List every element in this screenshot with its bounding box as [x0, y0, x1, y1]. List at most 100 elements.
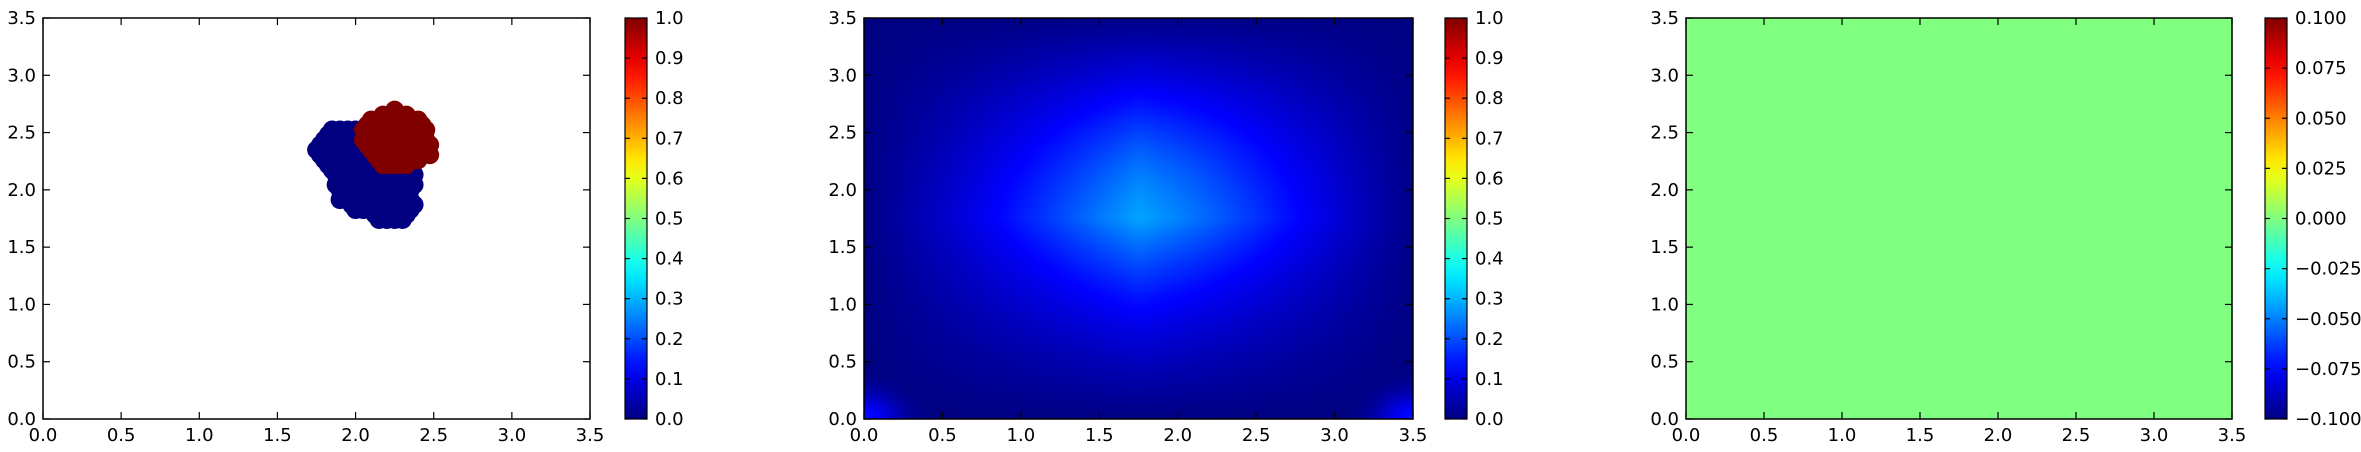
y-tick-label: 3.5 — [1650, 8, 1679, 29]
x-axis-ticks: 0.0 0.5 1.0 1.5 2.0 2.5 3.0 3.5 — [850, 18, 1428, 446]
colorbar-tick-label: 0.5 — [1475, 209, 1504, 230]
y-tick-label: 2.5 — [1650, 123, 1679, 144]
x-tick-label: 2.5 — [1242, 425, 1271, 446]
y-tick-label: 2.0 — [1650, 180, 1679, 201]
colorbar-tick-label: 0.9 — [655, 48, 684, 69]
x-tick-label: 1.5 — [1085, 425, 1114, 446]
y-tick-label: 0.5 — [1650, 352, 1679, 373]
x-tick-label: 3.5 — [1399, 425, 1428, 446]
x-tick-label: 3.0 — [2140, 425, 2169, 446]
x-tick-label: 0.5 — [928, 425, 957, 446]
x-tick-label: 3.0 — [498, 425, 527, 446]
y-tick-label: 3.0 — [1650, 65, 1679, 86]
colorbar-ticks: 0.0 0.1 0.2 0.3 0.4 0.5 0.6 0.7 0.8 0.9 1.0 — [1445, 8, 1504, 430]
y-tick-label: 1.5 — [7, 237, 36, 258]
y-tick-label: 3.0 — [828, 65, 857, 86]
colorbar-tick-label: 0.8 — [655, 88, 684, 109]
x-axis-ticks: 0.0 0.5 1.0 1.5 2.0 2.5 3.0 3.5 — [29, 18, 605, 446]
x-tick-label: 1.0 — [185, 425, 214, 446]
x-tick-label: 3.5 — [576, 425, 605, 446]
colorbar-ticks: 0.0 0.1 0.2 0.3 0.4 0.5 0.6 0.7 0.8 0.9 1.0 — [625, 8, 684, 430]
y-tick-label: 2.5 — [828, 123, 857, 144]
y-tick-label: 3.0 — [7, 65, 36, 86]
y-tick-label: 0.0 — [828, 409, 857, 430]
y-tick-label: 1.0 — [7, 294, 36, 315]
colorbar-tick-label: 0.7 — [1475, 128, 1504, 149]
y-tick-label: 1.0 — [1650, 294, 1679, 315]
x-tick-label: 3.5 — [2218, 425, 2247, 446]
y-tick-label: 0.0 — [7, 409, 36, 430]
y-tick-label: 1.5 — [828, 237, 857, 258]
x-tick-label: 1.5 — [263, 425, 292, 446]
field-fill — [1686, 18, 2232, 419]
colorbar-tick-label: −0.100 — [2295, 409, 2361, 430]
x-tick-label: 0.5 — [1750, 425, 1779, 446]
colorbar-tick-label: 0.000 — [2295, 209, 2347, 230]
colorbar-tick-label: 0.050 — [2295, 108, 2347, 129]
y-tick-label: 1.5 — [1650, 237, 1679, 258]
y-tick-label: 2.0 — [828, 180, 857, 201]
plot-area — [43, 18, 590, 419]
x-tick-label: 1.5 — [1906, 425, 1935, 446]
colorbar-tick-label: 0.4 — [1475, 249, 1504, 270]
colorbar-tick-label: 0.0 — [1475, 409, 1504, 430]
colorbar-tick-label: 0.4 — [655, 249, 684, 270]
colorbar-tick-label: 0.5 — [655, 209, 684, 230]
y-tick-label: 3.5 — [828, 8, 857, 29]
scatter-point — [385, 100, 405, 120]
colorbar-tick-label: 0.0 — [655, 409, 684, 430]
colorbar-tick-label: 0.6 — [655, 168, 684, 189]
x-tick-label: 3.0 — [1320, 425, 1349, 446]
x-tick-label: 2.0 — [1163, 425, 1192, 446]
scatter-points — [307, 100, 440, 230]
colorbar-tick-label: 1.0 — [655, 8, 684, 29]
x-tick-label: 2.5 — [419, 425, 448, 446]
colorbar-tick-label: 0.7 — [655, 128, 684, 149]
colorbar-tick-label: 0.9 — [1475, 48, 1504, 69]
y-tick-label: 3.5 — [7, 8, 36, 29]
x-tick-label: 0.0 — [1672, 425, 1701, 446]
x-tick-label: 0.5 — [107, 425, 136, 446]
y-axis-ticks: 0.0 0.5 1.0 1.5 2.0 2.5 3.0 3.5 — [828, 8, 1413, 430]
colorbar-tick-label: 0.025 — [2295, 158, 2347, 179]
x-axis-ticks: 0.0 0.5 1.0 1.5 2.0 2.5 3.0 3.5 — [1672, 18, 2247, 446]
heatmap-panel: 0.0 0.5 1.0 1.5 2.0 2.5 3.0 3.5 0.0 0.5 1.0 1.5 2.0… — [828, 8, 1503, 446]
y-tick-label: 0.0 — [1650, 409, 1679, 430]
y-axis-ticks: 0.0 0.5 1.0 1.5 2.0 2.5 3.0 3.5 — [1650, 8, 2232, 430]
scatter-point — [400, 190, 420, 210]
colorbar-tick-label: −0.025 — [2295, 259, 2361, 280]
y-axis-ticks: 0.0 0.5 1.0 1.5 2.0 2.5 3.0 3.5 — [7, 8, 590, 430]
colorbar-tick-label: 0.1 — [1475, 369, 1504, 390]
x-tick-label: 1.0 — [1828, 425, 1857, 446]
y-tick-label: 1.0 — [828, 294, 857, 315]
colorbar-ticks: −0.100 −0.075 −0.050 −0.025 0.000 0.025 0.050 0… — [2265, 8, 2361, 430]
colorbar-tick-label: 1.0 — [1475, 8, 1504, 29]
colorbar-tick-label: 0.100 — [2295, 8, 2347, 29]
plot-frame — [42, 17, 591, 420]
x-tick-label: 0.0 — [850, 425, 879, 446]
colorbar-tick-label: 0.3 — [1475, 289, 1504, 310]
colorbar-tick-label: 0.3 — [655, 289, 684, 310]
heatmap-image — [864, 18, 1413, 419]
y-tick-label: 2.0 — [7, 180, 36, 201]
x-tick-label: 2.0 — [341, 425, 370, 446]
scatter-panel: 0.0 0.5 1.0 1.5 2.0 2.5 3.0 3.5 0.0 0.5 1.0 1.5 2.0… — [7, 8, 683, 446]
uniform-field-panel: 0.0 0.5 1.0 1.5 2.0 2.5 3.0 3.5 0.0 0.5 1.0 1.5 2.0… — [1650, 8, 2361, 446]
colorbar-tick-label: 0.6 — [1475, 168, 1504, 189]
colorbar-tick-label: 0.075 — [2295, 58, 2347, 79]
colorbar-tick-label: 0.1 — [655, 369, 684, 390]
x-tick-label: 2.0 — [1984, 425, 2013, 446]
y-tick-label: 2.5 — [7, 123, 36, 144]
colorbar-tick-label: −0.075 — [2295, 359, 2361, 380]
x-tick-label: 1.0 — [1007, 425, 1036, 446]
colorbar-tick-label: 0.2 — [655, 329, 684, 350]
colorbar-tick-label: 0.2 — [1475, 329, 1504, 350]
x-tick-label: 2.5 — [2062, 425, 2091, 446]
colorbar-tick-label: −0.050 — [2295, 309, 2361, 330]
scatter-point — [420, 135, 440, 155]
y-tick-label: 0.5 — [828, 352, 857, 373]
colorbar-tick-label: 0.8 — [1475, 88, 1504, 109]
plot-frame — [863, 17, 1414, 420]
x-tick-label: 0.0 — [29, 425, 58, 446]
